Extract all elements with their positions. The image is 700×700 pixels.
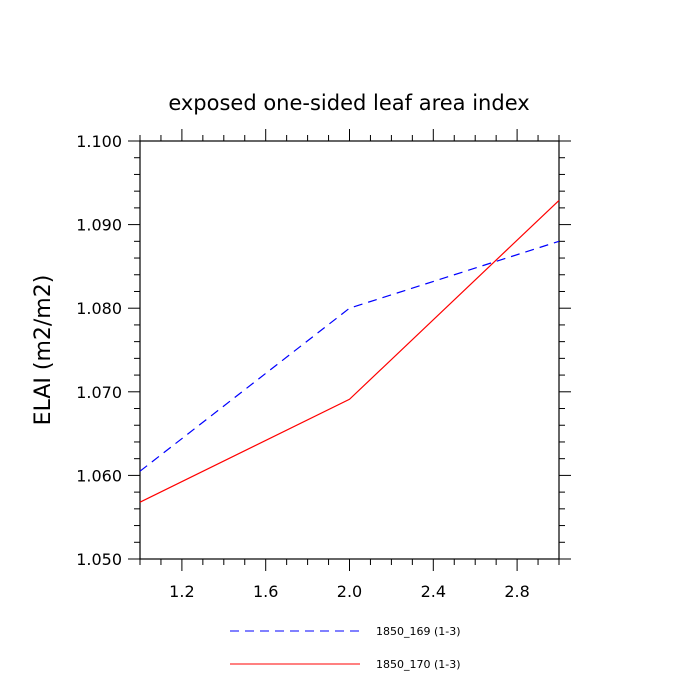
series-line-2 — [139, 199, 560, 503]
x-tick-label: 2.4 — [421, 582, 446, 601]
y-tick-label: 1.090 — [76, 216, 122, 235]
y-tick-label: 1.080 — [76, 299, 122, 318]
x-tick-label: 1.6 — [253, 582, 278, 601]
y-tick-label: 1.060 — [76, 466, 122, 485]
x-tick-label: 2.0 — [337, 582, 362, 601]
y-axis-label: ELAI (m2/m2) — [31, 275, 56, 426]
axis-ticks — [128, 129, 571, 571]
x-tick-label: 2.8 — [504, 582, 529, 601]
plot-frame — [139, 140, 560, 560]
chart-title: exposed one-sided leaf area index — [168, 91, 529, 115]
series-line-1 — [139, 240, 560, 472]
legend-label-1: 1850_169 (1-3) — [376, 625, 461, 638]
x-tick-label: 1.2 — [169, 582, 194, 601]
legend-label-2: 1850_170 (1-3) — [376, 658, 461, 671]
legend: 1850_169 (1-3) 1850_170 (1-3) — [230, 625, 461, 671]
y-tick-label: 1.070 — [76, 383, 122, 402]
axis-tick-labels: 1.2 1.6 2.0 2.4 2.8 1.050 1.060 1.070 1.080 1.090… — [76, 132, 530, 601]
y-tick-label: 1.100 — [76, 132, 122, 151]
series-lines — [139, 199, 560, 503]
y-tick-label: 1.050 — [76, 550, 122, 569]
